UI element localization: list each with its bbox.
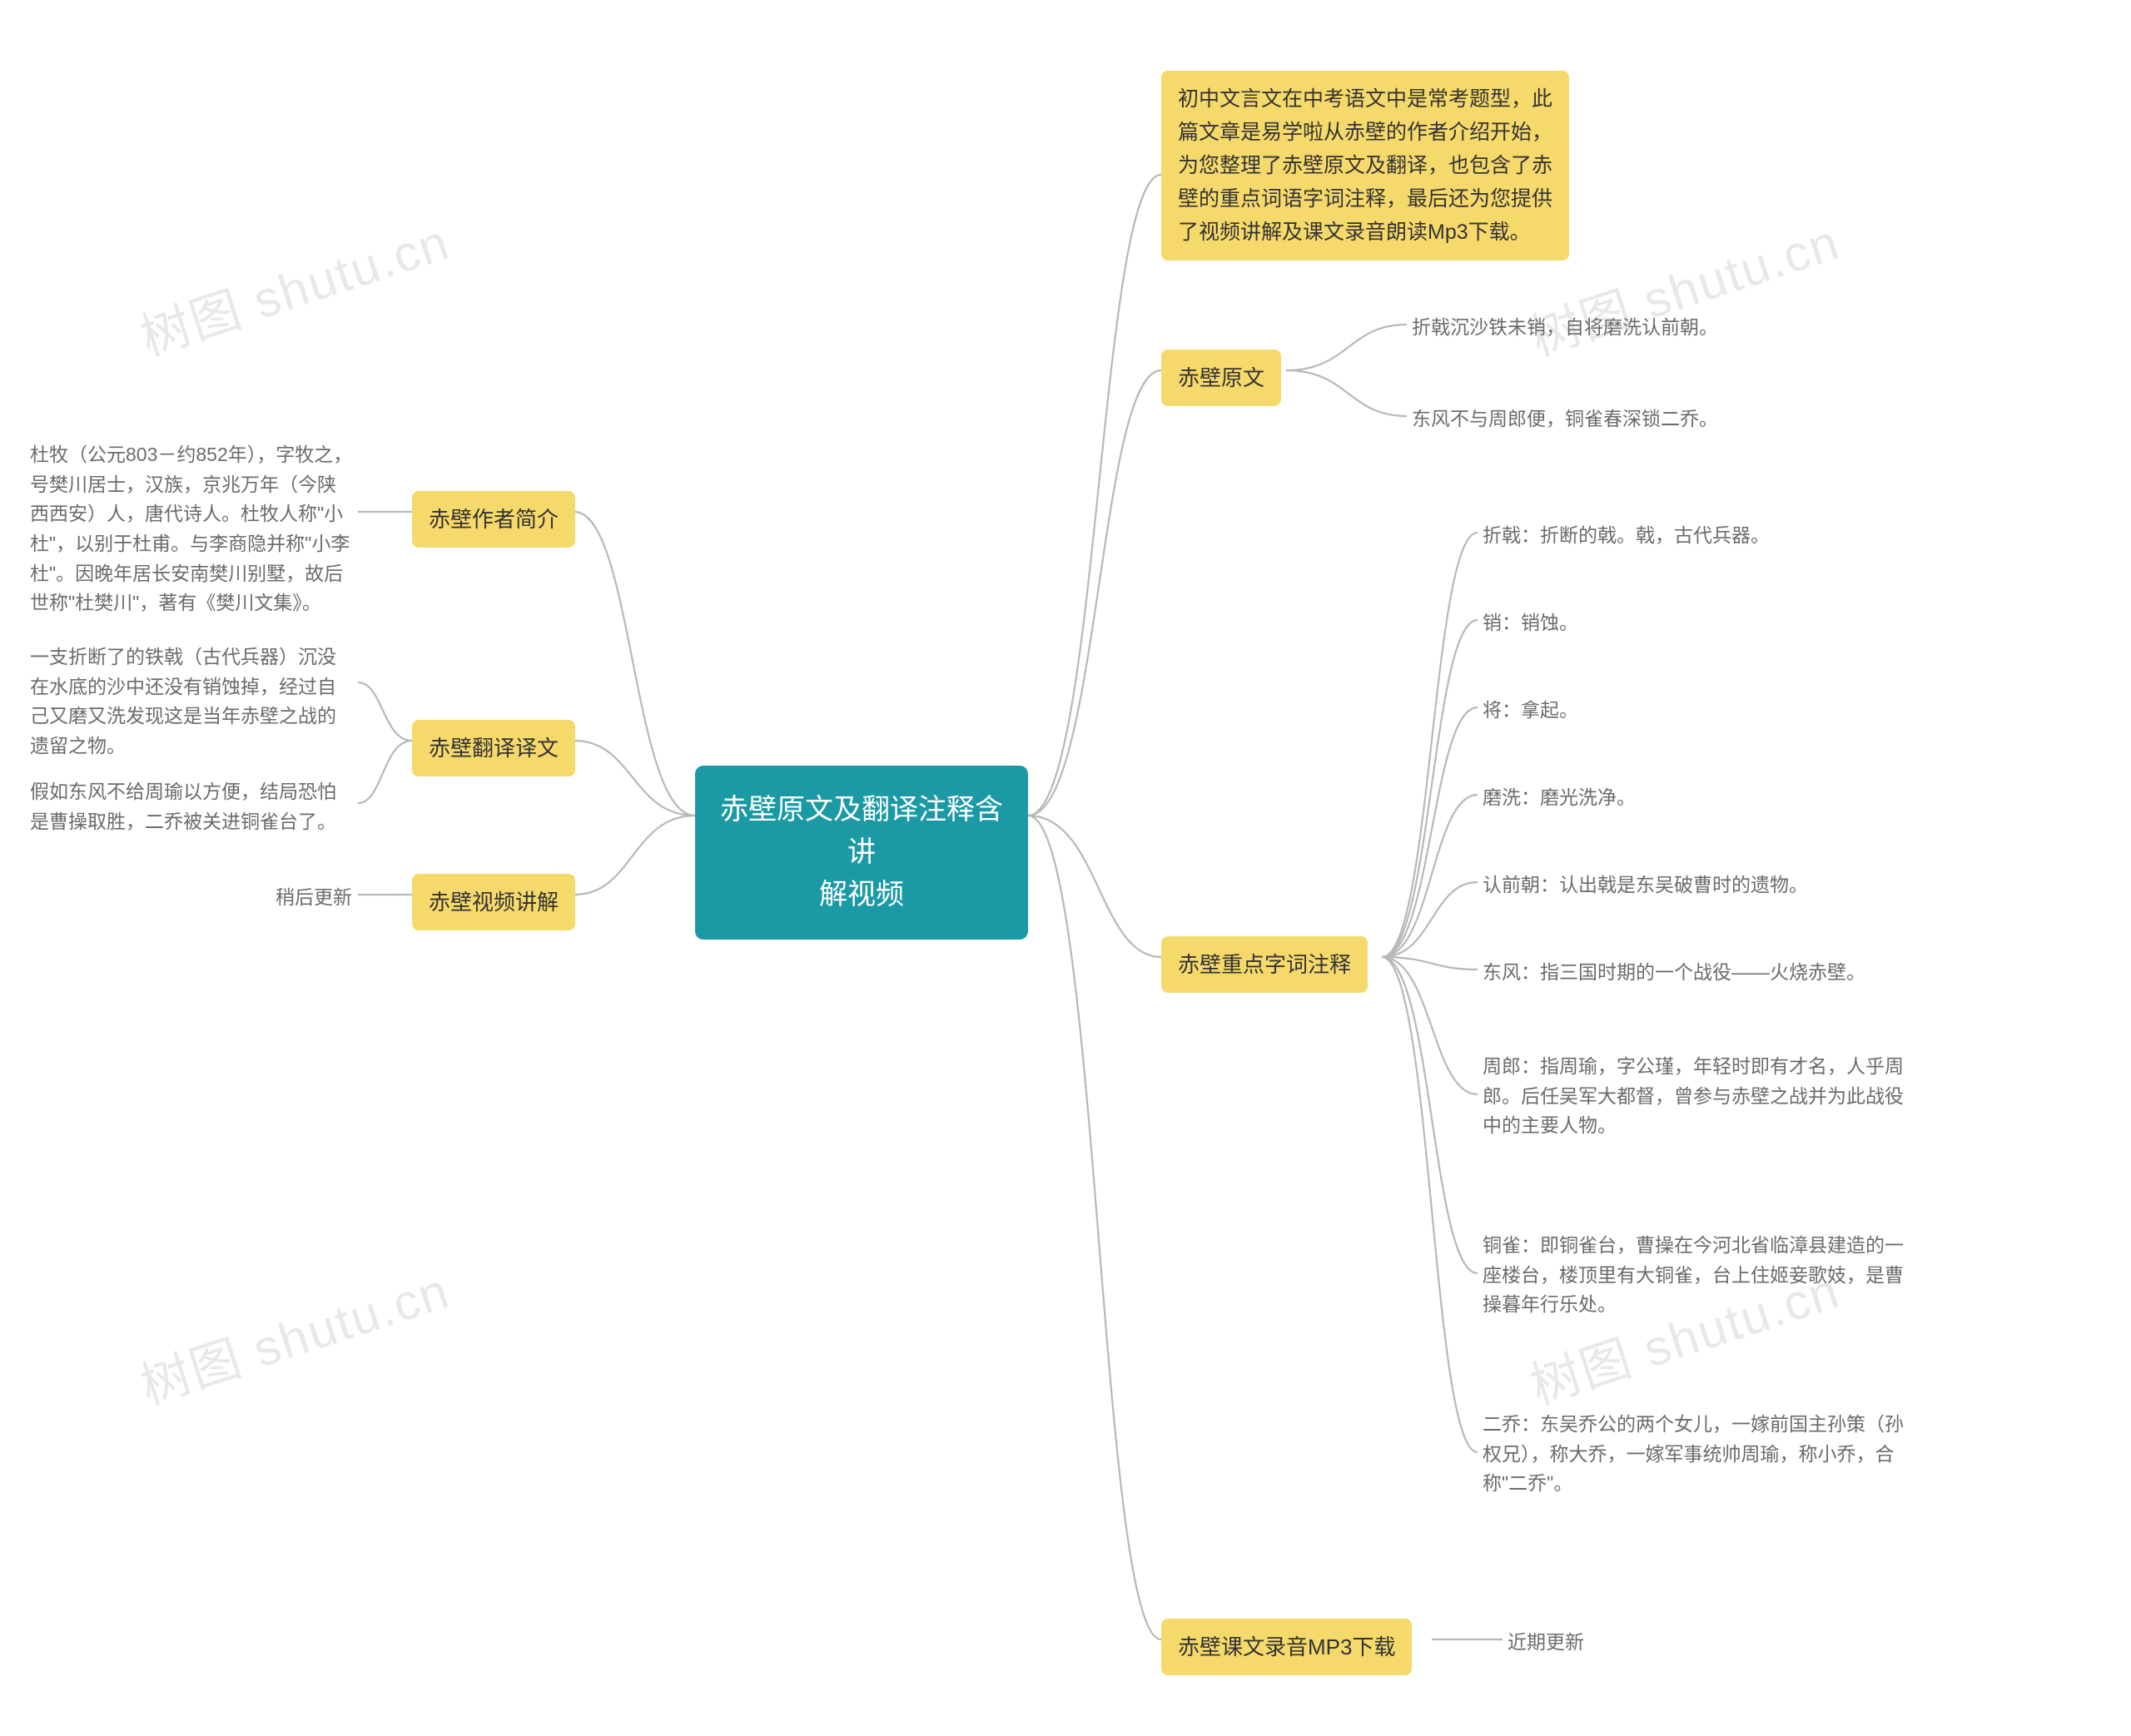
translation-item: 假如东风不给周瑜以方便，结局恐怕是曹操取胜，二乔被关进铜雀台了。: [25, 774, 358, 840]
branch-translation-label: 赤壁翻译译文: [429, 736, 559, 761]
branch-annotations-label: 赤壁重点字词注释: [1178, 952, 1351, 977]
mp3-leaf: 近期更新: [1503, 1624, 1589, 1661]
center-title-line1: 赤壁原文及翻译注释含讲: [720, 794, 1003, 868]
branch-author-label: 赤壁作者简介: [429, 507, 559, 532]
center-title-line2: 解视频: [819, 879, 904, 910]
branch-original: 赤壁原文: [1161, 350, 1281, 406]
annotation-item: 将：拿起。: [1478, 692, 1583, 729]
annotation-item: 东风：指三国时期的一个战役——火烧赤壁。: [1478, 955, 1870, 991]
branch-translation: 赤壁翻译译文: [412, 720, 575, 776]
annotation-item: 磨洗：磨光洗净。: [1478, 780, 1641, 816]
video-leaf: 稍后更新: [271, 880, 357, 916]
original-line-2: 东风不与周郎便，铜雀春深锁二乔。: [1407, 401, 1723, 438]
branch-mp3: 赤壁课文录音MP3下载: [1161, 1619, 1412, 1675]
annotation-item: 认前朝：认出戟是东吴破曹时的遗物。: [1478, 867, 1813, 904]
branch-mp3-label: 赤壁课文录音MP3下载: [1178, 1634, 1395, 1659]
branch-video-label: 赤壁视频讲解: [429, 890, 559, 915]
annotation-item: 二乔：东吴乔公的两个女儿，一嫁前国主孙策（孙权兄），称大乔，一嫁军事统帅周瑜，称…: [1478, 1406, 1919, 1502]
branch-video: 赤壁视频讲解: [412, 874, 575, 930]
center-node: 赤壁原文及翻译注释含讲 解视频: [695, 766, 1028, 940]
annotation-item: 铜雀：即铜雀台，曹操在今河北省临漳县建造的一座楼台，楼顶里有大铜雀，台上住姬妾歌…: [1478, 1228, 1919, 1323]
branch-original-label: 赤壁原文: [1178, 365, 1264, 390]
translation-item: 一支折断了的铁戟（古代兵器）沉没在水底的沙中还没有销蚀掉，经过自己又磨又洗发现这…: [25, 639, 358, 765]
watermark: 树图 shutu.cn: [130, 1251, 458, 1419]
annotation-item: 周郎：指周瑜，字公瑾，年轻时即有才名，人乎周郎。后任吴军大都督，曾参与赤壁之战并…: [1478, 1049, 1919, 1144]
original-line-1: 折戟沉沙铁未销，自将磨洗认前朝。: [1407, 310, 1723, 346]
annotation-item: 销：销蚀。: [1478, 605, 1583, 642]
watermark: 树图 shutu.cn: [130, 202, 458, 370]
author-text: 杜牧（公元803－约852年），字牧之，号樊川居士，汉族，京兆万年（今陕西西安）…: [25, 437, 358, 622]
branch-author: 赤壁作者简介: [412, 491, 575, 548]
annotation-item: 折戟：折断的戟。戟，古代兵器。: [1478, 518, 1775, 554]
branch-annotations: 赤壁重点字词注释: [1161, 936, 1368, 993]
intro-text: 初中文言文在中考语文中是常考题型，此篇文章是易学啦从赤壁的作者介绍开始，为您整理…: [1178, 87, 1552, 244]
intro-block: 初中文言文在中考语文中是常考题型，此篇文章是易学啦从赤壁的作者介绍开始，为您整理…: [1161, 71, 1569, 260]
